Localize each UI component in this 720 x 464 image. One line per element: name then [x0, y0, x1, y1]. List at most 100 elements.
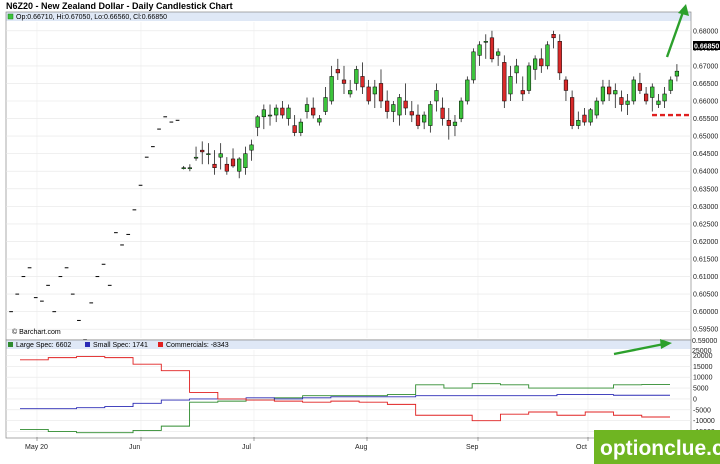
credit-label: © Barchart.com [12, 328, 61, 336]
price-trend-arrow [665, 4, 689, 58]
last-price-value: 0.66850 [694, 44, 719, 51]
watermark-text: optionclue.com [600, 437, 720, 460]
x-tick-label: Jul [242, 444, 251, 451]
x-tick-label: Oct [576, 444, 587, 451]
cot-panel-frame [5, 339, 692, 439]
candle-up [613, 90, 618, 95]
cot-legend-bar [6, 340, 691, 349]
price-y-tick-label: 0.64500 [693, 151, 718, 158]
candle-up [533, 58, 538, 70]
legend-commercials: Commercials: -8343 [166, 342, 229, 349]
candle-up [329, 76, 334, 102]
candle-up [465, 79, 470, 102]
candle-down [415, 114, 421, 126]
candle-down [360, 76, 365, 88]
cot-y-tick-label: 15000 [693, 364, 713, 371]
candle-up [181, 167, 186, 169]
candle-up [650, 86, 655, 98]
watermark-box [594, 430, 720, 464]
cot-y-tick-label: 10000 [693, 375, 713, 382]
candle-up [545, 44, 550, 67]
candle-down [200, 149, 205, 153]
candle-up [255, 116, 260, 128]
candle-down [366, 86, 371, 102]
candle-up [496, 51, 501, 56]
candle-down [607, 86, 612, 95]
candle-up [471, 51, 476, 81]
price-y-tick-label: 0.65500 [693, 116, 718, 123]
candle-down [280, 107, 285, 116]
price-y-tick-label: 0.64000 [693, 169, 718, 176]
x-tick-label: Sep [466, 444, 479, 451]
arrow-shaft [613, 342, 665, 356]
candle-down [446, 120, 451, 126]
price-panel: Op:0.66710, Hi:0.67050, Lo:0.66560, Cl:0… [5, 4, 720, 341]
cot-y-tick-label: 20000 [693, 353, 713, 360]
cot-y-tick-label: -5000 [693, 407, 711, 414]
small-spec-swatch [85, 342, 90, 347]
candle-down [489, 37, 495, 60]
price-y-tick-label: 0.59500 [693, 327, 718, 334]
ohlc-legend-bar [6, 12, 691, 21]
chart-title: N6Z20 - New Zealand Dollar - Daily Candl… [6, 1, 233, 11]
candle-up [286, 107, 291, 119]
candle-down [409, 111, 414, 116]
candle-up [588, 109, 593, 123]
price-y-tick-label: 0.63500 [693, 186, 718, 193]
last-price-tag [693, 41, 720, 50]
candle-up [348, 90, 353, 95]
price-y-tick-label: 0.65000 [693, 134, 718, 141]
x-axis: May 20 Jun Jul Aug Sep Oct [25, 437, 589, 451]
candle-up [397, 97, 402, 116]
candle-down [539, 58, 544, 67]
candle-down [643, 93, 649, 102]
candle-down [582, 114, 587, 123]
candle-down [311, 107, 316, 116]
candle-down [403, 100, 408, 109]
cot-panel: Large Spec: 6602 Small Spec: 1741 Commer… [5, 338, 717, 439]
x-tick-label: Jun [129, 444, 140, 451]
watermark: optionclue.com [594, 430, 720, 464]
candle-up [237, 158, 242, 172]
candle-up [218, 153, 223, 158]
candle-up [434, 90, 439, 102]
candle-up [508, 76, 513, 95]
price-y-tick-label: 0.62500 [693, 221, 718, 228]
cot-y-tick-label: -10000 [693, 418, 715, 425]
candle-up [459, 100, 464, 119]
candle-down [551, 34, 556, 39]
ohlc-legend: Op:0.66710, Hi:0.67050, Lo:0.66560, Cl:0… [16, 14, 167, 21]
commercials-line [20, 356, 670, 422]
candle-up [354, 69, 359, 84]
commercials-swatch [158, 342, 163, 347]
candle-up [600, 86, 606, 102]
candle-down [563, 79, 569, 91]
legend-large-spec: Large Spec: 6602 [16, 342, 71, 349]
arrow-shaft [665, 11, 685, 58]
candle-down [335, 69, 340, 74]
candle-up [477, 44, 482, 56]
candle-up [323, 97, 328, 112]
candle-up [422, 114, 427, 123]
candle-up [372, 86, 377, 95]
candle-down [385, 100, 390, 112]
price-y-tick-label: 0.63000 [693, 204, 718, 211]
candle-up [576, 120, 581, 126]
candle-up [594, 100, 599, 116]
candle-down [520, 90, 525, 95]
candle-up [452, 121, 458, 126]
price-y-tick-label: 0.60500 [693, 292, 718, 299]
candle-down [557, 41, 562, 74]
candle-up [298, 121, 303, 133]
cot-trend-arrow [613, 339, 672, 356]
arrow-head [660, 339, 672, 349]
price-y-tick-label: 0.61500 [693, 257, 718, 264]
price-y-tick-label: 0.61000 [693, 274, 718, 281]
candle-up [267, 114, 273, 117]
candle-up [483, 41, 488, 43]
price-y-tick-label: 0.68000 [693, 28, 718, 35]
large-spec-line [20, 383, 670, 434]
candle-down [570, 97, 575, 126]
candle-down [230, 158, 236, 167]
